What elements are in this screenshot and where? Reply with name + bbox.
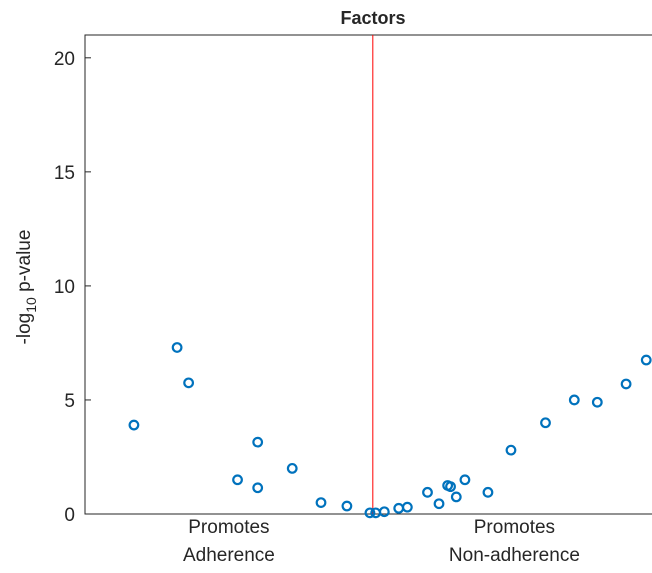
y-tick-label: 5 bbox=[64, 391, 75, 412]
point bbox=[445, 481, 456, 493]
point bbox=[315, 497, 327, 508]
point bbox=[401, 501, 413, 513]
point bbox=[568, 394, 580, 406]
point bbox=[459, 474, 471, 486]
point bbox=[364, 507, 376, 519]
point bbox=[232, 474, 243, 486]
point bbox=[540, 417, 551, 429]
group-label: Promotes bbox=[188, 517, 269, 538]
point bbox=[378, 506, 390, 518]
point bbox=[286, 462, 298, 474]
point bbox=[393, 502, 405, 514]
point bbox=[341, 500, 353, 512]
point bbox=[640, 354, 652, 366]
y-tick-label: 0 bbox=[64, 505, 75, 526]
point bbox=[128, 419, 140, 431]
y-label-subscript: 10 bbox=[23, 297, 39, 313]
point bbox=[252, 482, 264, 494]
group-label: Non-adherence bbox=[449, 545, 580, 566]
point bbox=[252, 436, 264, 448]
point bbox=[422, 486, 433, 498]
y-tick-label: 20 bbox=[54, 49, 75, 70]
y-tick-label: 15 bbox=[54, 163, 75, 184]
point bbox=[505, 444, 517, 456]
group-label: Promotes bbox=[474, 517, 555, 538]
point bbox=[591, 396, 603, 408]
point bbox=[183, 377, 195, 389]
point bbox=[620, 378, 632, 390]
point bbox=[433, 498, 445, 510]
group-label: Adherence bbox=[183, 545, 275, 566]
y-label-prefix: -log bbox=[14, 313, 35, 345]
chart-title: Factors bbox=[340, 8, 405, 28]
point bbox=[171, 342, 183, 353]
point bbox=[482, 486, 494, 498]
y-axis-label: -log10 p-value bbox=[14, 230, 39, 345]
point bbox=[450, 491, 462, 503]
y-label-suffix: p-value bbox=[14, 230, 35, 298]
axes-frame bbox=[84, 34, 652, 515]
y-tick-label: 10 bbox=[54, 277, 75, 298]
